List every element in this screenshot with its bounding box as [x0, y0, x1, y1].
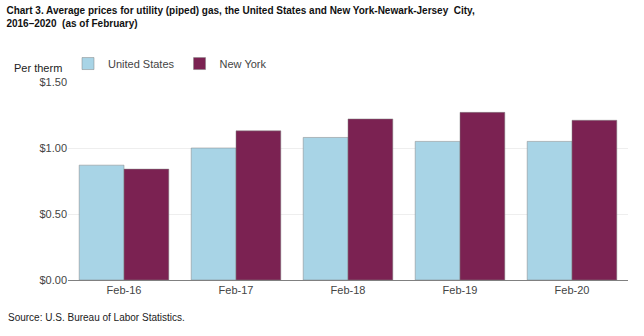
svg-text:United States: United States — [108, 58, 175, 70]
svg-text:$1.00: $1.00 — [39, 142, 67, 154]
svg-text:Chart 3. Average prices for ut: Chart 3. Average prices for utility (pip… — [6, 5, 475, 29]
svg-text:Feb-16: Feb-16 — [107, 284, 142, 296]
svg-text:Feb-20: Feb-20 — [555, 284, 590, 296]
svg-text:New York: New York — [220, 58, 267, 70]
svg-text:Feb-17: Feb-17 — [219, 284, 254, 296]
svg-text:Feb-19: Feb-19 — [443, 284, 478, 296]
svg-text:$0.00: $0.00 — [39, 274, 67, 286]
svg-text:Source: U.S. Bureau of Labor S: Source: U.S. Bureau of Labor Statistics. — [8, 312, 185, 323]
svg-text:$0.50: $0.50 — [39, 208, 67, 220]
svg-text:Feb-18: Feb-18 — [331, 284, 366, 296]
svg-text:Per therm: Per therm — [14, 62, 62, 74]
svg-text:$1.50: $1.50 — [39, 76, 67, 88]
